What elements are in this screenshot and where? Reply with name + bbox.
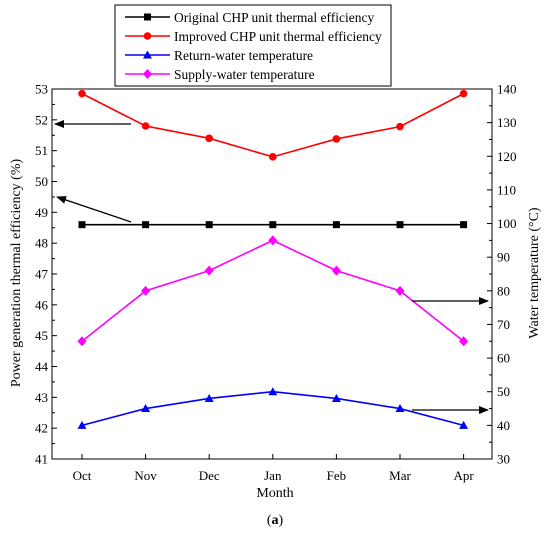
- plot-frame: [51, 88, 493, 460]
- series-4-point: [395, 285, 405, 296]
- series-line-2: [81, 92, 464, 158]
- series-1-point: [142, 221, 150, 229]
- y-right-tick-label: 70: [497, 317, 510, 332]
- y-right-tick-label: 120: [497, 149, 517, 164]
- legend-marker-2: [143, 32, 152, 40]
- legend-label-1: Original CHP unit thermal efficiency: [174, 10, 374, 25]
- x-tick-label: Mar: [389, 468, 411, 483]
- y-left-tick-label: 51: [35, 143, 48, 158]
- caption-open-paren: (: [267, 513, 272, 528]
- series-2-point: [332, 135, 341, 143]
- x-axis-label: Month: [256, 486, 293, 501]
- series-1-point: [78, 221, 86, 229]
- x-tick-label: Dec: [199, 468, 220, 483]
- y-left-tick-label: 41: [35, 452, 48, 467]
- series-2-point: [396, 122, 404, 131]
- y-right-tick-label: 140: [497, 82, 517, 97]
- y-left-tick-label: 45: [35, 328, 48, 343]
- caption-label: a: [272, 513, 279, 528]
- series-4-point: [141, 285, 151, 296]
- y-left-tick-label: 53: [35, 82, 48, 97]
- series-line-4: [81, 239, 465, 342]
- y-right-tick-label: 50: [497, 384, 510, 399]
- legend-label-4: Supply-water temperature: [174, 67, 315, 82]
- series-4-point: [331, 265, 341, 276]
- y-right-tick-label: 80: [497, 283, 510, 298]
- series-line-3: [81, 390, 464, 427]
- series-group: [77, 89, 469, 429]
- y-left-tick-label: 50: [35, 174, 48, 189]
- y-right-tick-label: 130: [497, 115, 517, 130]
- series-2-point: [78, 89, 86, 98]
- y-left-tick-label: 48: [35, 236, 48, 251]
- series-2-point: [141, 122, 150, 130]
- y-right-tick-label: 110: [497, 182, 516, 197]
- y-right-tick-label: 60: [497, 351, 510, 366]
- axes: 41 42 43 44 45 46 47 48 49 50 51 52 53 30 40 50 60 70 80 90…: [35, 82, 517, 484]
- series-2-point: [269, 153, 277, 161]
- legend: Original CHP unit thermal efficiency Impr…: [114, 4, 392, 87]
- x-tick-label: Jan: [264, 468, 282, 483]
- x-tick-label: Feb: [327, 468, 347, 483]
- x-tick-label: Oct: [73, 468, 92, 483]
- series-3-point: [331, 393, 341, 402]
- y-right-tick-label: 30: [497, 452, 510, 467]
- series-3-point: [204, 393, 214, 402]
- series-3-point: [395, 404, 405, 413]
- series-4-point: [204, 265, 214, 276]
- series-1-point: [396, 221, 404, 229]
- caption-close-paren: ): [279, 513, 284, 528]
- series-3-point: [459, 420, 469, 429]
- legend-label-2: Improved CHP unit thermal efficiency: [174, 29, 382, 44]
- y-right-tick-label: 40: [497, 418, 510, 433]
- series-4-point: [459, 336, 469, 347]
- y-right-tick-label: 100: [497, 216, 517, 231]
- y-left-tick-label: 47: [35, 267, 49, 282]
- legend-label-3: Return-water temperature: [174, 48, 313, 63]
- series-1-point: [460, 221, 468, 229]
- series-1-point: [332, 221, 340, 229]
- series-2-point: [459, 89, 468, 98]
- legend-marker-3: [143, 50, 152, 59]
- y-left-tick-label: 49: [35, 205, 48, 220]
- arrow-original-to-left-axis: [56, 196, 132, 223]
- y-left-tick-label: 52: [35, 112, 48, 127]
- y-left-tick-label: 44: [35, 359, 49, 374]
- y-left-tick-label: 43: [35, 390, 48, 405]
- y-axis-label-right: Water temperature (°C): [527, 207, 542, 339]
- series-4-point: [77, 336, 87, 347]
- series-3-point: [141, 404, 151, 413]
- legend-marker-1: [144, 13, 151, 21]
- series-2-point: [205, 134, 213, 143]
- x-tick-label: Apr: [453, 468, 474, 483]
- annotation-arrows: [54, 120, 489, 414]
- series-3-point: [268, 387, 278, 396]
- series-4-point: [268, 235, 278, 246]
- figure-caption: (a): [267, 513, 284, 528]
- series-1-point: [205, 221, 213, 229]
- series-1-point: [269, 221, 277, 229]
- y-right-tick-label: 90: [497, 250, 510, 265]
- legend-marker-4: [143, 69, 152, 79]
- y-left-tick-label: 42: [35, 421, 48, 436]
- y-axis-label-left: Power generation thermal efficiency (%): [9, 159, 24, 388]
- legend-box: [114, 4, 392, 87]
- y-left-tick-label: 46: [35, 297, 49, 312]
- x-tick-label: Nov: [134, 468, 157, 483]
- series-3-point: [77, 420, 87, 429]
